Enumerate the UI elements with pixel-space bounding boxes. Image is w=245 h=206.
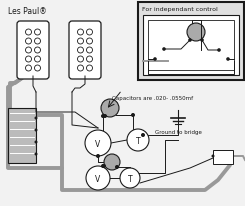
- Circle shape: [226, 57, 230, 61]
- Circle shape: [25, 38, 32, 44]
- Circle shape: [162, 47, 166, 51]
- Circle shape: [214, 50, 232, 68]
- Circle shape: [131, 113, 135, 117]
- Text: V: V: [95, 140, 101, 149]
- Circle shape: [115, 165, 119, 169]
- Circle shape: [35, 129, 37, 131]
- Circle shape: [86, 65, 93, 71]
- Circle shape: [35, 56, 40, 62]
- Circle shape: [35, 140, 37, 144]
- Circle shape: [200, 38, 204, 42]
- Circle shape: [77, 65, 84, 71]
- Circle shape: [25, 47, 32, 53]
- Circle shape: [25, 29, 32, 35]
- Circle shape: [85, 130, 111, 156]
- Circle shape: [103, 114, 107, 118]
- Circle shape: [86, 29, 93, 35]
- Circle shape: [35, 38, 40, 44]
- Circle shape: [102, 164, 106, 168]
- Circle shape: [141, 133, 145, 137]
- Text: T: T: [221, 57, 225, 63]
- Bar: [213, 150, 233, 164]
- Circle shape: [77, 56, 84, 62]
- Circle shape: [96, 154, 100, 158]
- Text: Ground to bridge: Ground to bridge: [155, 130, 201, 135]
- Circle shape: [86, 47, 93, 53]
- Circle shape: [188, 38, 192, 42]
- Circle shape: [217, 48, 221, 52]
- Circle shape: [101, 114, 105, 118]
- Circle shape: [25, 65, 32, 71]
- Circle shape: [101, 164, 105, 168]
- Circle shape: [187, 23, 205, 41]
- Bar: [8, 108, 36, 163]
- Circle shape: [35, 152, 37, 156]
- Circle shape: [153, 57, 157, 61]
- Circle shape: [211, 154, 215, 158]
- Text: T: T: [128, 175, 132, 184]
- Circle shape: [86, 38, 93, 44]
- FancyBboxPatch shape: [17, 21, 49, 79]
- Circle shape: [77, 38, 84, 44]
- Text: T: T: [136, 137, 140, 146]
- Circle shape: [101, 99, 119, 117]
- Circle shape: [77, 29, 84, 35]
- Circle shape: [35, 65, 40, 71]
- Circle shape: [127, 129, 149, 151]
- Bar: [148, 20, 234, 70]
- Text: V: V: [158, 57, 162, 63]
- Circle shape: [150, 49, 170, 69]
- Text: V: V: [95, 175, 101, 184]
- Text: Capacitors are .020- .0550mf: Capacitors are .020- .0550mf: [112, 96, 193, 101]
- Circle shape: [86, 56, 93, 62]
- Circle shape: [35, 47, 40, 53]
- Circle shape: [104, 154, 120, 170]
- Circle shape: [120, 168, 140, 188]
- Circle shape: [86, 166, 110, 190]
- Circle shape: [35, 117, 37, 119]
- Circle shape: [77, 47, 84, 53]
- Bar: [143, 15, 239, 75]
- Bar: [138, 2, 244, 80]
- FancyBboxPatch shape: [69, 21, 101, 79]
- Circle shape: [35, 29, 40, 35]
- Text: Les Paul®: Les Paul®: [8, 7, 47, 16]
- Text: For independant control: For independant control: [142, 7, 218, 12]
- Circle shape: [25, 56, 32, 62]
